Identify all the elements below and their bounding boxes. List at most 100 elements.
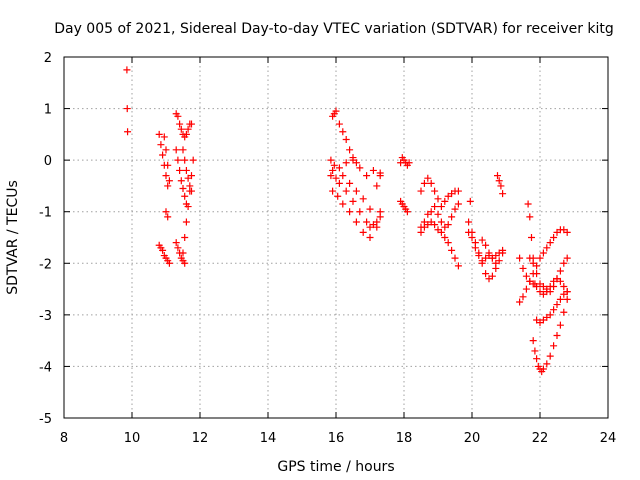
data-point [499,246,507,254]
data-point [454,200,462,208]
data-point [174,156,182,164]
data-point [550,342,558,350]
data-point [494,172,501,180]
data-points [123,66,571,376]
data-point [359,228,367,236]
data-point [420,179,428,187]
data-point [123,105,131,113]
data-point [465,218,473,226]
data-point [181,192,189,200]
data-point [405,159,413,167]
data-point [546,288,554,296]
data-point [189,156,197,164]
data-point [451,205,459,213]
data-point [529,337,537,345]
data-point [342,187,350,195]
data-point [516,298,524,306]
data-point [522,285,530,293]
series-s16 [397,154,413,169]
data-point [556,295,564,303]
data-point [471,244,479,252]
data-point [553,331,561,339]
data-point [327,156,335,164]
data-point [434,210,442,218]
series-s7 [172,146,190,208]
data-point [369,166,377,174]
data-point [556,321,564,329]
data-point [539,249,547,257]
data-point [363,172,371,180]
data-point [451,254,459,262]
data-point [329,166,337,174]
data-point [342,136,350,144]
x-tick-label: 22 [532,431,549,446]
data-point [349,197,357,205]
data-point [359,195,367,203]
data-point [560,259,568,267]
y-tick-label: 2 [44,51,52,66]
data-point [346,179,354,187]
data-point [475,252,483,260]
data-point [123,66,131,74]
chart-title: Day 005 of 2021, Sidereal Day-to-day VTE… [54,21,614,37]
data-point [560,282,568,290]
data-point [431,203,439,211]
data-point [174,244,182,252]
data-point [454,262,462,270]
data-point [177,125,185,133]
data-point [155,130,163,138]
data-point [519,293,527,301]
data-point [179,185,187,193]
data-point [366,205,374,213]
data-point [176,120,184,128]
data-point [531,347,539,355]
data-point [468,234,476,241]
data-point [485,249,493,257]
data-point [427,208,435,216]
series-s20 [417,218,462,270]
data-point [366,234,374,241]
x-tick-label: 14 [260,431,277,446]
x-tick-label: 8 [60,431,68,446]
data-point [373,182,381,190]
data-point [533,270,541,278]
data-point [516,254,524,262]
series-s30 [529,295,571,376]
data-point [356,164,364,172]
data-point [431,187,439,195]
data-point [172,146,180,154]
data-point [373,218,381,226]
data-point [495,257,503,265]
data-point [448,213,456,221]
data-point [164,161,172,169]
data-point [335,164,343,172]
series-s10 [179,146,195,195]
data-point [550,234,558,241]
data-point [164,182,172,190]
y-tick-label: 0 [44,154,52,169]
series-s1 [123,66,132,136]
data-point [437,228,445,236]
y-tick-label: 1 [44,103,52,118]
data-point [181,259,189,267]
data-point [417,228,425,236]
x-tick-label: 10 [124,431,141,446]
data-point [335,179,343,187]
data-point [349,156,357,164]
data-point [181,156,189,164]
data-point [179,146,187,154]
data-point [417,187,425,195]
data-point [437,203,445,211]
series-s23 [478,236,507,262]
series-s5 [162,208,172,221]
data-point [563,228,571,236]
data-point [427,179,435,187]
data-point [335,120,343,128]
x-tick-label: 16 [328,431,345,446]
data-point [499,190,507,198]
data-point [179,249,187,257]
data-point [329,187,337,195]
data-point [332,107,340,115]
series-s26 [516,254,571,298]
